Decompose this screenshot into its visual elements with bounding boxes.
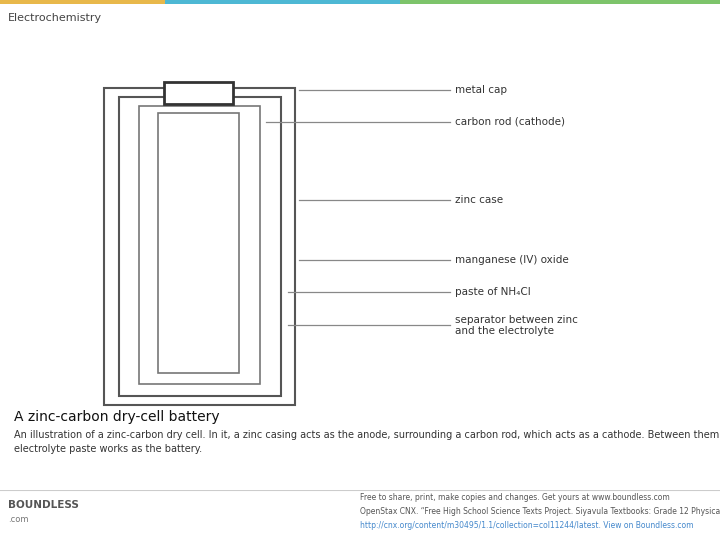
- Bar: [165, 0, 400, 4]
- Text: A zinc-carbon dry-cell battery: A zinc-carbon dry-cell battery: [14, 409, 220, 423]
- Bar: [139, 106, 260, 384]
- Text: paste of NH₄Cl: paste of NH₄Cl: [455, 287, 531, 297]
- Text: zinc case: zinc case: [455, 195, 503, 205]
- Text: manganese (IV) oxide: manganese (IV) oxide: [455, 255, 569, 265]
- Text: An illustration of a zinc-carbon dry cell. In it, a zinc casing acts as the anod: An illustration of a zinc-carbon dry cel…: [14, 430, 720, 454]
- Text: .com: .com: [8, 516, 29, 524]
- Bar: [104, 87, 295, 405]
- Text: metal cap: metal cap: [455, 85, 507, 95]
- Text: OpenStax CNX. “Free High School Science Texts Project. Siyavula Textbooks: Grade: OpenStax CNX. “Free High School Science …: [360, 508, 720, 516]
- Text: BOUNDLESS: BOUNDLESS: [8, 500, 79, 510]
- Text: http://cnx.org/content/m30495/1.1/collection=col11244/latest. View on Boundless.: http://cnx.org/content/m30495/1.1/collec…: [360, 522, 693, 530]
- Bar: [164, 82, 233, 104]
- Text: Free to share, print, make copies and changes. Get yours at www.boundless.com: Free to share, print, make copies and ch…: [360, 494, 670, 503]
- Text: separator between zinc
and the electrolyte: separator between zinc and the electroly…: [455, 314, 578, 336]
- Bar: [158, 113, 239, 373]
- Text: carbon rod (cathode): carbon rod (cathode): [455, 117, 565, 127]
- Text: Electrochemistry: Electrochemistry: [8, 13, 102, 23]
- Bar: [119, 97, 281, 396]
- Bar: [0, 0, 165, 4]
- Bar: [400, 0, 720, 4]
